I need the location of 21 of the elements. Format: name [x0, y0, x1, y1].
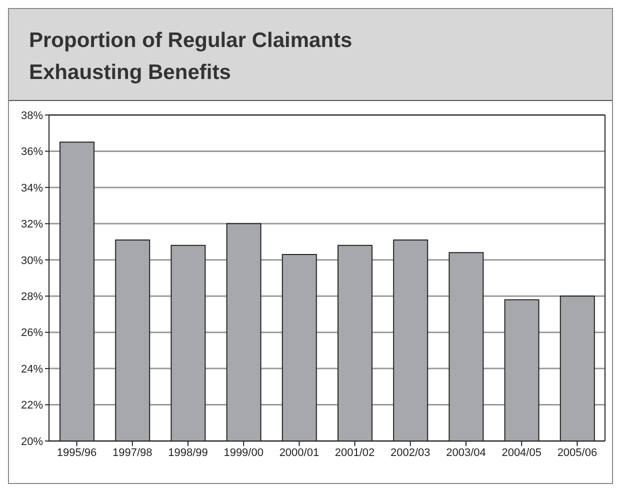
x-tick-label: 2001/02: [334, 446, 375, 459]
y-tick-label: 28%: [20, 291, 44, 304]
chart-title: Proportion of Regular Claimants Exhausting Benefits: [29, 28, 354, 86]
x-tick-label: 1997/98: [112, 446, 152, 459]
y-tick-label: 34%: [20, 182, 44, 194]
x-tick-label: 1995/96: [56, 446, 97, 459]
x-tick-label: 2005/06: [557, 446, 598, 459]
x-tick-label: 1999/00: [224, 446, 264, 459]
y-tick-label: 30%: [20, 254, 44, 267]
y-tick-label: 22%: [20, 400, 44, 412]
x-tick-label: 1998/99: [168, 446, 208, 459]
y-tick-label: 36%: [20, 146, 44, 158]
y-tick-label: 26%: [20, 327, 44, 340]
y-tick-label: 24%: [20, 363, 44, 376]
x-tick-label: 2003/04: [446, 446, 486, 459]
y-tick-label: 38%: [20, 110, 44, 122]
x-tick-label: 2002/03: [390, 446, 430, 459]
y-tick-label: 32%: [20, 218, 44, 231]
y-tick-label: 20%: [20, 436, 44, 448]
x-tick-label: 2000/01: [279, 446, 320, 459]
x-tick-label: 2004/05: [502, 446, 542, 459]
